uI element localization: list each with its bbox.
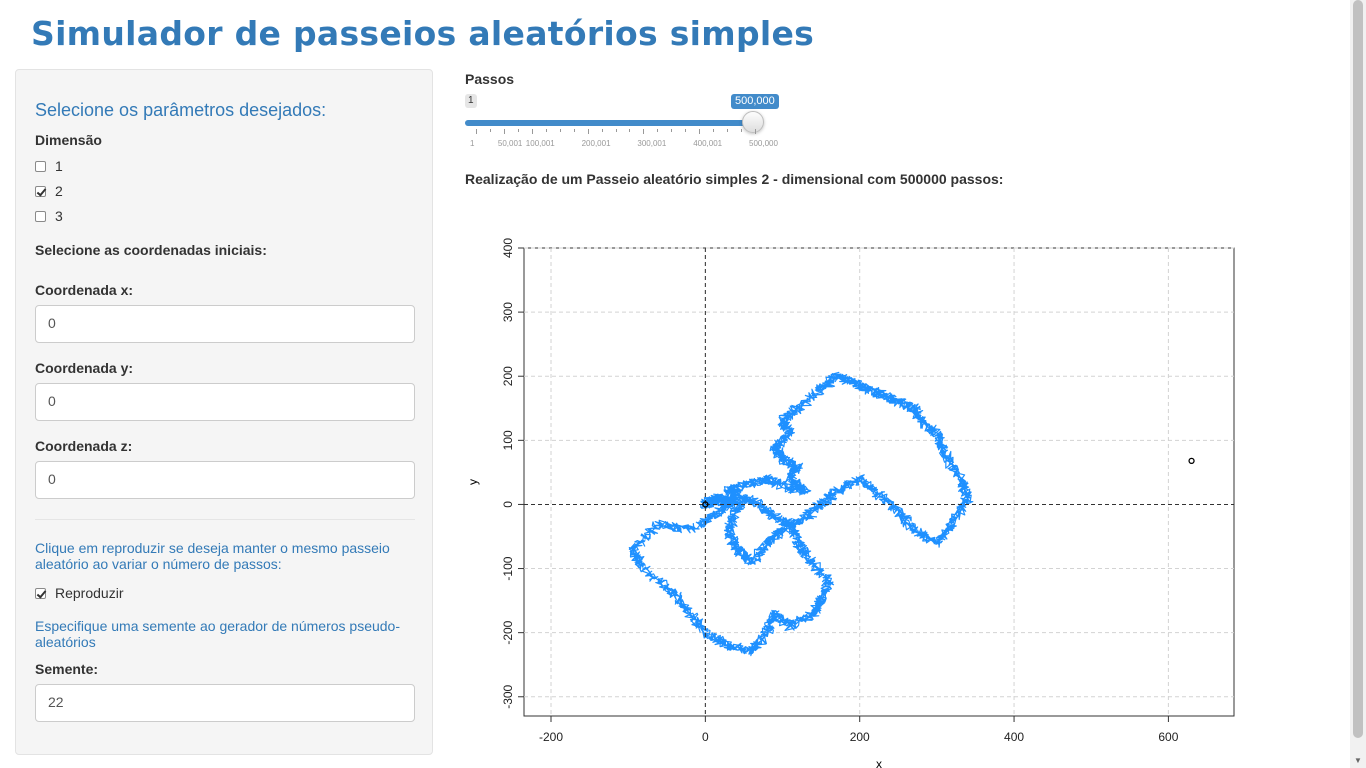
slider-tick-label: 50,001 [497,139,523,148]
divider [35,519,415,520]
x-tick-label: 400 [1004,730,1024,744]
slider-minor-tick [755,129,756,132]
dimension-option-2[interactable]: 2 [35,183,63,199]
slider-tick-label: 100,001 [525,139,555,148]
dimension-1-label: 1 [55,158,63,174]
seed-label: Semente: [35,661,99,677]
slider-minor-tick [657,129,659,132]
x-tick-label: 600 [1158,730,1178,744]
x-axis-label: x [876,757,882,768]
slider-tick-label: 1 [470,139,475,148]
reproduce-option[interactable]: Reproduzir [35,585,123,601]
slider-handle[interactable] [742,111,764,133]
coord-y-input[interactable]: 0 [35,383,415,421]
x-tick-label: -200 [539,730,563,744]
slider-bar[interactable] [465,120,754,126]
y-tick-label: -200 [501,620,515,644]
dimension-label: Dimensão [35,132,102,148]
coord-x-label: Coordenada x: [35,282,134,298]
slider-minor-tick [489,129,491,132]
slider-minor-tick [685,129,687,132]
start-point-marker [702,501,709,508]
slider-minor-tick [573,129,575,132]
reproduce-label: Reproduzir [55,585,124,601]
y-tick-label: 0 [501,501,515,508]
reproduce-checkbox[interactable] [35,587,46,599]
slider-minor-tick [601,129,603,132]
y-tick-label: 100 [501,430,515,450]
coord-z-label: Coordenada z: [35,438,133,454]
parameters-heading: Selecione os parâmetros desejados: [35,100,327,120]
sidebar-panel: Selecione os parâmetros desejados: Dimen… [15,69,433,755]
slider-minor-tick [587,129,589,132]
random-walk-plot: -200 0 200 400 600-300-200-1000100200300400 … [466,238,1235,768]
y-tick-label: 300 [501,302,515,322]
slider-minor-tick [476,129,477,132]
slider-tick-label: 200,001 [581,139,611,148]
slider-minor-tick [629,129,631,132]
slider-min-label: 1 [465,94,477,108]
seed-input[interactable]: 22 [35,684,415,722]
slider-minor-tick [615,129,617,132]
dimension-option-3[interactable]: 3 [35,208,63,224]
slider-minor-tick [699,129,701,132]
slider-tick-label: 500,000 [749,139,778,148]
slider-minor-tick [713,129,715,132]
y-tick-label: -300 [501,684,515,708]
slider-minor-tick [517,129,519,132]
slider-value-label: 500,000 [731,94,779,109]
y-tick-label: 400 [501,238,515,258]
dimension-3-checkbox[interactable] [35,210,46,222]
slider-minor-tick [545,129,547,132]
plot-caption: Realização de um Passeio aleatório simpl… [465,171,1004,187]
y-tick-label: -100 [501,556,515,580]
page-title: Simulador de passeios aleatórios simples [31,14,815,53]
steps-label: Passos [465,71,515,87]
dimension-2-checkbox[interactable] [35,185,46,197]
slider-minor-tick [741,129,743,132]
slider-minor-tick [671,129,673,132]
dimension-option-1[interactable]: 1 [35,158,63,174]
slider-minor-tick [727,129,729,132]
page-scrollbar[interactable]: ▼ [1350,0,1366,768]
slider-minor-tick [643,129,645,132]
plot-frame [523,247,1235,717]
x-tick-label: 200 [850,730,870,744]
slider-tick-label: 400,001 [693,139,723,148]
coord-y-label: Coordenada y: [35,360,134,376]
scroll-down-arrow-icon[interactable]: ▼ [1354,756,1362,765]
slider-minor-tick [503,129,505,132]
y-axis-label: y [466,479,480,485]
seed-help-text: Especifique uma semente ao gerador de nú… [35,618,400,650]
y-tick-label: 200 [501,366,515,386]
initial-coords-label: Selecione as coordenadas iniciais: [35,242,267,258]
slider-tick-label: 300,001 [637,139,667,148]
steps-slider[interactable]: 1 500,000 1 50,001 100,001 200,001 300,001 40… [465,93,779,153]
coord-x-input[interactable]: 0 [35,305,415,343]
x-tick-label: 0 [702,730,709,744]
slider-minor-tick [559,129,561,132]
coord-z-input[interactable]: 0 [35,461,415,499]
walk-path [628,371,974,657]
dimension-1-checkbox[interactable] [35,160,46,172]
dimension-3-label: 3 [55,208,63,224]
dimension-2-label: 2 [55,183,63,199]
slider-minor-tick [531,129,533,132]
scrollbar-thumb[interactable] [1353,0,1363,738]
end-point-marker [1188,457,1195,464]
reproduce-help-text: Clique em reproduzir se deseja manter o … [35,540,390,572]
